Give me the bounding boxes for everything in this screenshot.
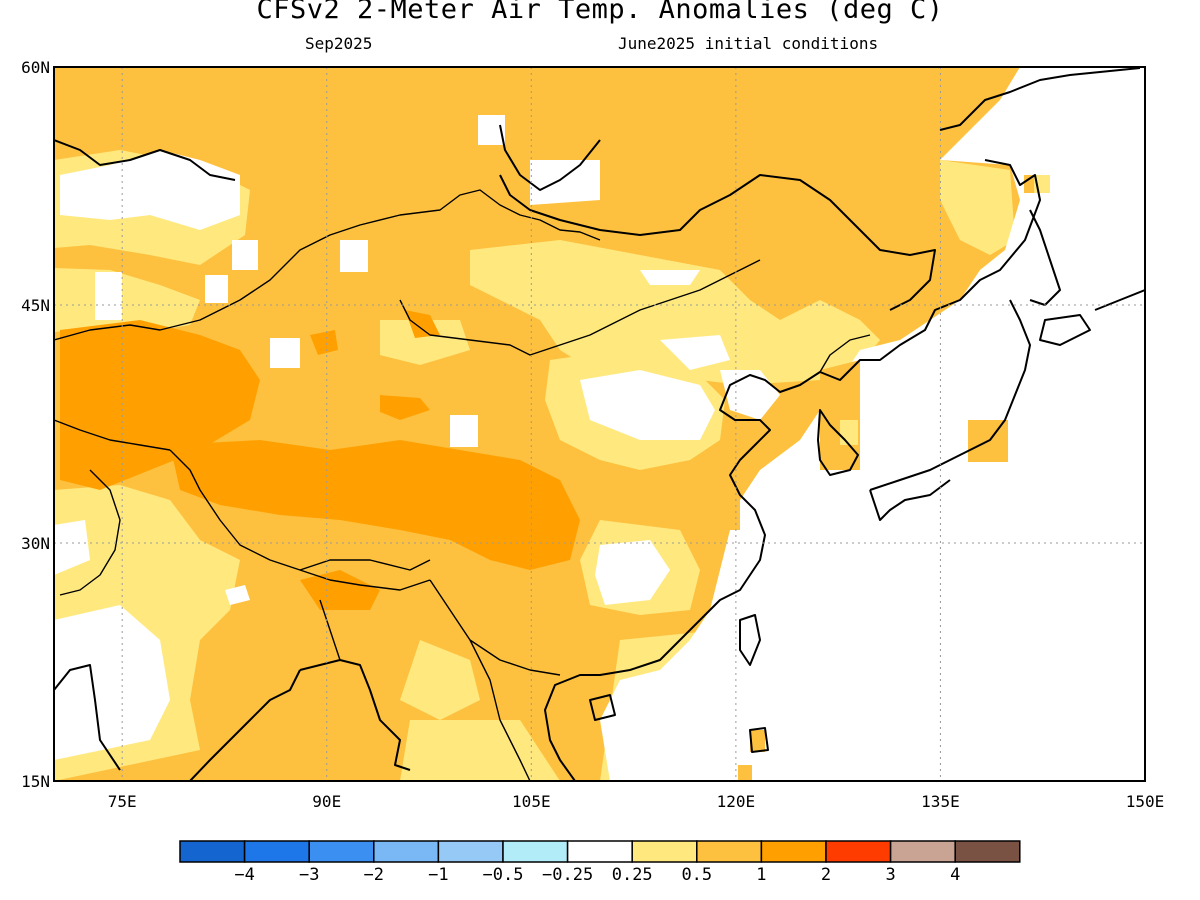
colorbar-tick-label: −1 — [428, 865, 448, 885]
colorbar-swatch — [631, 840, 698, 863]
map-frame — [53, 66, 1146, 782]
colorbar-swatch — [825, 840, 892, 863]
map-title: CFSv2 2-Meter Air Temp. Anomalies (deg C… — [256, 0, 944, 25]
colorbar-swatch — [437, 840, 504, 863]
colorbar-tick-label: −2 — [364, 865, 384, 885]
longitude-tick-label: 75E — [108, 792, 137, 811]
colorbar-tick-label: 3 — [885, 865, 895, 885]
longitude-tick-label: 120E — [717, 792, 756, 811]
colorbar-tick-label: 0.25 — [612, 865, 653, 885]
forecast-month: Sep2025 — [305, 34, 373, 53]
colorbar-tick-label: −4 — [234, 865, 254, 885]
longitude-tick-label: 150E — [1126, 792, 1165, 811]
colorbar-swatch — [566, 840, 633, 863]
colorbar-labels: −4 −3 −2 −1 −0.5 −0.25 0.25 0.5 1 2 3 4 — [234, 865, 960, 885]
colorbar-tick-label: −0.5 — [483, 865, 524, 885]
colorbar-swatch — [954, 840, 1021, 863]
colorbar-tick-label: 2 — [821, 865, 831, 885]
coastlines — [54, 67, 1145, 781]
colorbar-swatch — [760, 840, 827, 863]
anomaly-field — [54, 67, 1145, 781]
borders — [54, 189, 871, 781]
colorbar-tick-label: −0.25 — [542, 865, 593, 885]
longitude-tick-label: 105E — [512, 792, 551, 811]
gridlines — [54, 67, 1145, 781]
longitude-labels: 75E 90E 105E 120E 135E 150E — [108, 792, 1165, 811]
colorbar-swatch — [243, 840, 310, 863]
colorbar-swatch — [308, 840, 375, 863]
colorbar-tick-label: 4 — [950, 865, 960, 885]
colorbar-tick-label: 0.5 — [681, 865, 712, 885]
latitude-tick-label: 15N — [21, 772, 50, 791]
colorbar-swatch — [373, 840, 440, 863]
anomaly-band-1-2 — [60, 310, 580, 610]
latitude-tick-label: 45N — [21, 296, 50, 315]
colorbar-swatch — [889, 840, 956, 863]
colorbar-tick-label: −3 — [299, 865, 319, 885]
longitude-tick-label: 135E — [921, 792, 960, 811]
latitude-tick-label: 60N — [21, 58, 50, 77]
colorbar-swatch — [502, 840, 569, 863]
colorbar-swatch — [179, 840, 246, 863]
initial-conditions: June2025 initial conditions — [618, 34, 879, 53]
colorbar-swatch — [696, 840, 763, 863]
latitude-tick-label: 30N — [21, 534, 50, 553]
colorbar — [179, 840, 1021, 863]
colorbar-tick-label: 1 — [756, 865, 766, 885]
latitude-labels: 60N 45N 30N 15N — [21, 58, 50, 791]
longitude-tick-label: 90E — [312, 792, 341, 811]
